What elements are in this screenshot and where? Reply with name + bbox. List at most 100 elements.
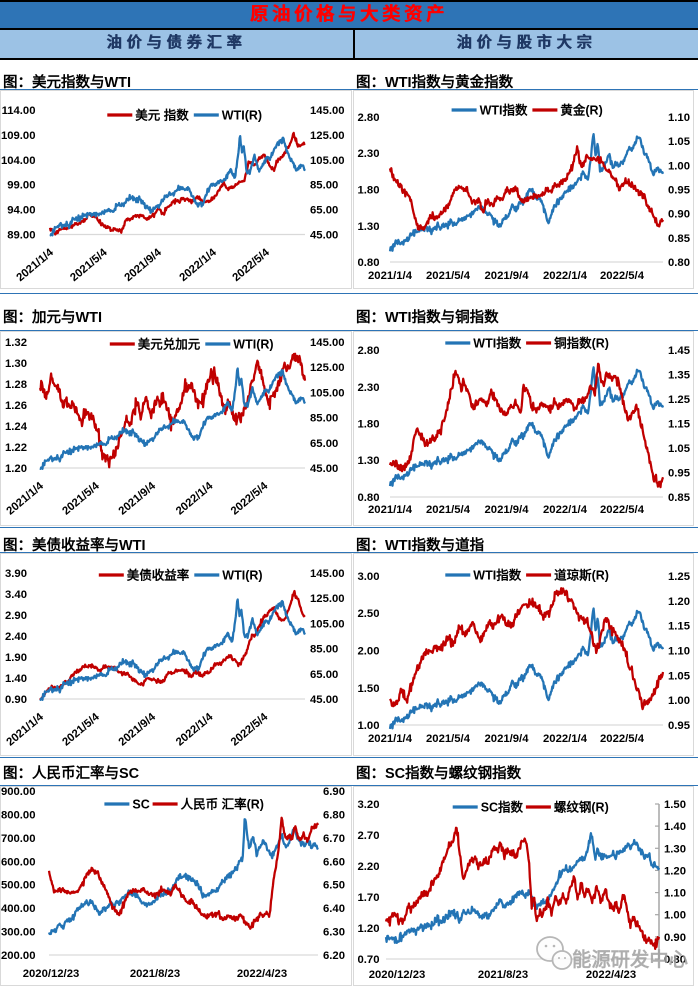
svg-text:2022/5/4: 2022/5/4: [600, 504, 645, 516]
svg-text:125.00: 125.00: [310, 362, 345, 374]
svg-text:1.30: 1.30: [358, 221, 380, 233]
svg-text:1.00: 1.00: [664, 910, 686, 922]
svg-text:2.30: 2.30: [358, 382, 380, 394]
svg-text:1.32: 1.32: [5, 337, 27, 349]
svg-text:2.40: 2.40: [5, 631, 27, 643]
svg-text:700.00: 700.00: [1, 833, 36, 845]
svg-text:2021/8/23: 2021/8/23: [130, 968, 180, 980]
svg-text:WTI(R): WTI(R): [222, 109, 262, 123]
svg-text:1.20: 1.20: [664, 865, 686, 877]
svg-text:0.70: 0.70: [358, 954, 380, 966]
svg-text:1.28: 1.28: [5, 379, 27, 391]
svg-text:1.10: 1.10: [664, 888, 686, 900]
svg-text:200.00: 200.00: [1, 950, 36, 962]
svg-text:1.00: 1.00: [668, 695, 690, 707]
svg-text:65.00: 65.00: [310, 669, 338, 681]
svg-text:WTI指数: WTI指数: [480, 103, 528, 118]
svg-text:铜指数(R): 铜指数(R): [554, 336, 609, 351]
svg-text:105.00: 105.00: [310, 618, 345, 630]
svg-text:1.30: 1.30: [358, 455, 380, 467]
svg-text:1.10: 1.10: [668, 112, 690, 124]
svg-text:2021/9/4: 2021/9/4: [485, 733, 530, 745]
svg-text:600.00: 600.00: [1, 856, 36, 868]
svg-text:3.40: 3.40: [5, 589, 27, 601]
svg-text:125.00: 125.00: [310, 130, 345, 142]
svg-text:2022/5/4: 2022/5/4: [600, 270, 645, 282]
svg-text:1.20: 1.20: [5, 463, 27, 475]
svg-text:2021/1/4: 2021/1/4: [368, 504, 413, 516]
svg-text:2.50: 2.50: [358, 608, 380, 620]
svg-text:WTI(R): WTI(R): [222, 569, 262, 583]
svg-text:125.00: 125.00: [310, 593, 345, 605]
svg-text:2022/1/4: 2022/1/4: [543, 504, 588, 516]
svg-text:2021/9/4: 2021/9/4: [485, 504, 530, 516]
svg-text:0.90: 0.90: [668, 209, 690, 221]
svg-text:300.00: 300.00: [1, 927, 36, 939]
svg-text:85.00: 85.00: [310, 644, 338, 656]
svg-text:2.80: 2.80: [358, 112, 380, 124]
svg-text:6.30: 6.30: [323, 927, 345, 939]
svg-text:0.85: 0.85: [668, 233, 690, 245]
svg-text:2.20: 2.20: [358, 861, 380, 873]
svg-text:1.22: 1.22: [5, 442, 27, 454]
svg-text:1.25: 1.25: [668, 394, 690, 406]
svg-text:6.60: 6.60: [323, 856, 345, 868]
svg-text:1.40: 1.40: [5, 673, 27, 685]
svg-text:6.90: 6.90: [323, 786, 345, 798]
svg-text:0.85: 0.85: [668, 492, 690, 504]
svg-text:85.00: 85.00: [310, 180, 338, 192]
svg-text:2021/5/4: 2021/5/4: [426, 504, 471, 516]
svg-text:黄金(R): 黄金(R): [560, 103, 602, 118]
svg-text:螺纹钢(R): 螺纹钢(R): [554, 800, 609, 815]
svg-text:2022/1/4: 2022/1/4: [543, 733, 588, 745]
svg-text:1.50: 1.50: [664, 799, 686, 811]
svg-text:2020/12/23: 2020/12/23: [369, 969, 426, 981]
svg-text:6.70: 6.70: [323, 833, 345, 845]
svg-text:WTI(R): WTI(R): [233, 338, 273, 352]
svg-text:145.00: 145.00: [310, 568, 345, 580]
svg-text:0.80: 0.80: [668, 257, 690, 269]
svg-text:1.05: 1.05: [668, 136, 690, 148]
svg-text:美元 指数: 美元 指数: [135, 108, 189, 123]
svg-text:2.90: 2.90: [5, 610, 27, 622]
svg-text:2022/4/23: 2022/4/23: [586, 969, 636, 981]
svg-text:美债收益率: 美债收益率: [127, 568, 190, 583]
svg-text:1.00: 1.00: [358, 720, 380, 732]
svg-text:道琼斯(R): 道琼斯(R): [554, 568, 609, 583]
svg-text:2021/1/4: 2021/1/4: [368, 270, 413, 282]
svg-text:2020/12/23: 2020/12/23: [23, 968, 80, 980]
svg-text:65.00: 65.00: [310, 205, 338, 217]
svg-text:1.05: 1.05: [668, 670, 690, 682]
svg-text:3.00: 3.00: [358, 571, 380, 583]
svg-text:1.35: 1.35: [668, 370, 690, 382]
svg-text:104.00: 104.00: [1, 155, 36, 167]
svg-text:2021/1/4: 2021/1/4: [368, 733, 413, 745]
svg-text:109.00: 109.00: [1, 130, 36, 142]
svg-text:SC: SC: [132, 798, 149, 812]
svg-text:1.40: 1.40: [664, 821, 686, 833]
svg-text:0.90: 0.90: [664, 932, 686, 944]
svg-text:1.10: 1.10: [668, 646, 690, 658]
svg-text:2.80: 2.80: [358, 345, 380, 357]
svg-text:WTI指数: WTI指数: [473, 568, 521, 583]
svg-text:1.30: 1.30: [664, 843, 686, 855]
svg-text:1.90: 1.90: [5, 652, 27, 664]
svg-text:能源研发中心: 能源研发中心: [572, 948, 688, 971]
svg-text:114.00: 114.00: [2, 105, 36, 117]
svg-text:0.95: 0.95: [668, 468, 690, 480]
svg-text:6.40: 6.40: [323, 903, 345, 915]
svg-text:105.00: 105.00: [310, 155, 345, 167]
svg-text:1.20: 1.20: [358, 923, 380, 935]
svg-text:89.00: 89.00: [7, 230, 35, 242]
svg-text:1.45: 1.45: [668, 345, 690, 357]
svg-text:0.80: 0.80: [664, 954, 686, 966]
svg-text:45.00: 45.00: [310, 463, 338, 475]
svg-text:人民币 汇率(R): 人民币 汇率(R): [181, 797, 264, 812]
svg-text:2021/5/4: 2021/5/4: [426, 270, 471, 282]
svg-text:1.20: 1.20: [668, 596, 690, 608]
svg-text:105.00: 105.00: [310, 387, 345, 399]
svg-text:2021/5/4: 2021/5/4: [426, 733, 471, 745]
svg-text:500.00: 500.00: [1, 880, 36, 892]
svg-text:99.00: 99.00: [7, 180, 35, 192]
svg-text:美元兑加元: 美元兑加元: [138, 337, 201, 352]
